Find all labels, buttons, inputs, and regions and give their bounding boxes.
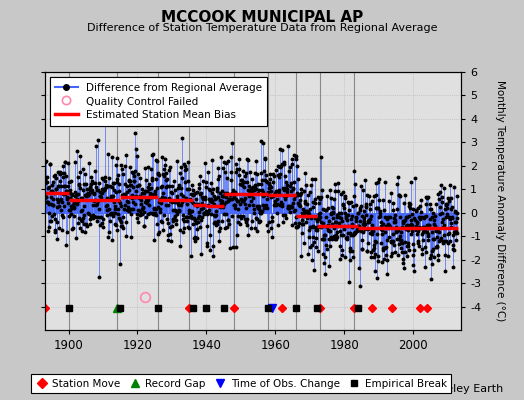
Text: MCCOOK MUNICIPAL AP: MCCOOK MUNICIPAL AP bbox=[161, 10, 363, 26]
Legend: Station Move, Record Gap, Time of Obs. Change, Empirical Break: Station Move, Record Gap, Time of Obs. C… bbox=[31, 374, 451, 393]
Text: Difference of Station Temperature Data from Regional Average: Difference of Station Temperature Data f… bbox=[87, 23, 437, 33]
Legend: Difference from Regional Average, Quality Control Failed, Estimated Station Mean: Difference from Regional Average, Qualit… bbox=[50, 77, 267, 126]
Text: Berkeley Earth: Berkeley Earth bbox=[421, 384, 503, 394]
Y-axis label: Monthly Temperature Anomaly Difference (°C): Monthly Temperature Anomaly Difference (… bbox=[495, 80, 505, 322]
